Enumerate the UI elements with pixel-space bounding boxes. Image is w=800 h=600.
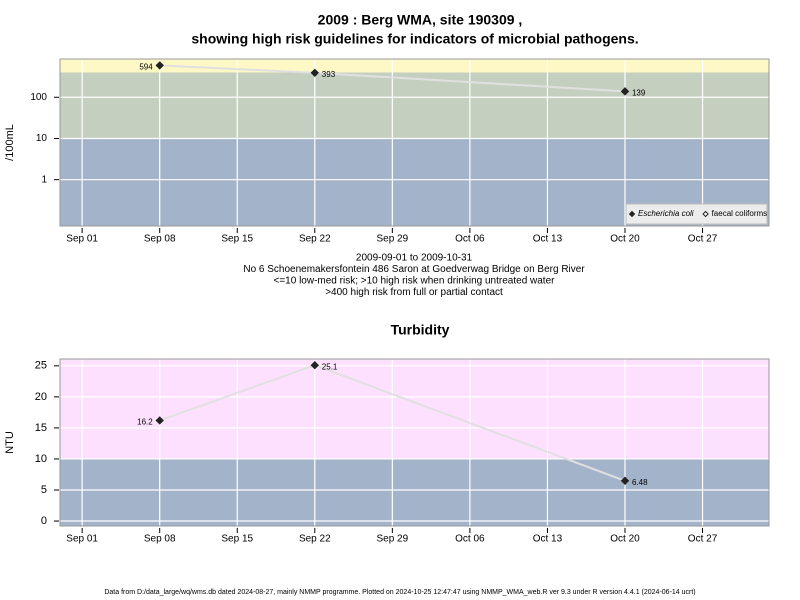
x-tick-label: Sep 29 [376,534,408,545]
chart-title: Turbidity [391,322,450,338]
footer: Data from D:/data_large/wq/wms.db dated … [104,589,695,596]
y-tick-label: 100 [30,92,47,103]
x-tick-label: Sep 29 [376,234,408,245]
risk-band [60,72,769,139]
y-tick-label: 0 [41,515,47,527]
data-label: 139 [632,89,646,98]
plot-frame [59,58,770,227]
x-tick-label: Oct 13 [533,234,563,245]
y-tick-label: 15 [35,422,47,434]
x-tick-label: Sep 22 [299,234,331,245]
y-axis-label: NTU [4,431,16,454]
data-point [620,87,630,96]
x-tick-label: Sep 01 [66,234,98,245]
y-tick-label: 1 [41,174,47,185]
y-tick-label: 25 [35,360,47,372]
data-point [155,61,164,70]
data-point [620,476,630,486]
data-label: 594 [139,63,153,72]
chart-title: 2009 : Berg WMA, site 190309 , [318,12,523,28]
x-tick-label: Sep 22 [299,534,331,545]
note: No 6 Schoenemakersfontein 486 Saron at G… [243,264,585,275]
data-label: 16.2 [137,418,153,427]
legend-marker [628,210,636,218]
y-tick-label: 10 [36,133,48,144]
plot-frame [59,358,770,527]
risk-band [60,458,769,526]
legend-marker [702,210,709,218]
data-point [155,416,164,425]
data-label: 6.48 [632,478,648,487]
x-tick-label: Sep 15 [221,234,253,245]
x-tick-label: Oct 27 [688,534,718,545]
data-point [310,68,320,78]
x-tick-label: Oct 20 [610,234,640,245]
legend-label: Escherichia coli [638,209,694,218]
x-tick-label: Sep 08 [144,234,176,245]
note: <=10 low-med risk; >10 high risk when dr… [274,276,556,287]
y-tick-label: 20 [35,391,47,403]
x-tick-label: Sep 15 [221,534,253,545]
y-tick-label: 10 [35,453,47,465]
y-tick-label: 5 [41,484,47,496]
x-tick-label: Sep 01 [66,534,98,545]
note: 2009-09-01 to 2009-10-31 [356,253,473,264]
legend-box [625,203,768,225]
note: >400 high risk from full or partial cont… [325,287,503,298]
x-tick-label: Oct 06 [455,534,485,545]
x-tick-label: Oct 13 [533,534,563,545]
risk-band [60,359,769,459]
data-point [310,361,320,370]
y-axis-label: /100mL [4,124,16,161]
x-tick-label: Oct 27 [688,234,718,245]
data-label: 393 [322,70,336,79]
chart-subtitle: showing high risk guidelines for indicat… [191,31,638,47]
x-tick-label: Sep 08 [144,534,176,545]
x-tick-label: Oct 06 [455,234,485,245]
data-label: 25.1 [322,362,338,371]
x-tick-label: Oct 20 [610,534,640,545]
legend-label: faecal coliforms [712,209,768,218]
